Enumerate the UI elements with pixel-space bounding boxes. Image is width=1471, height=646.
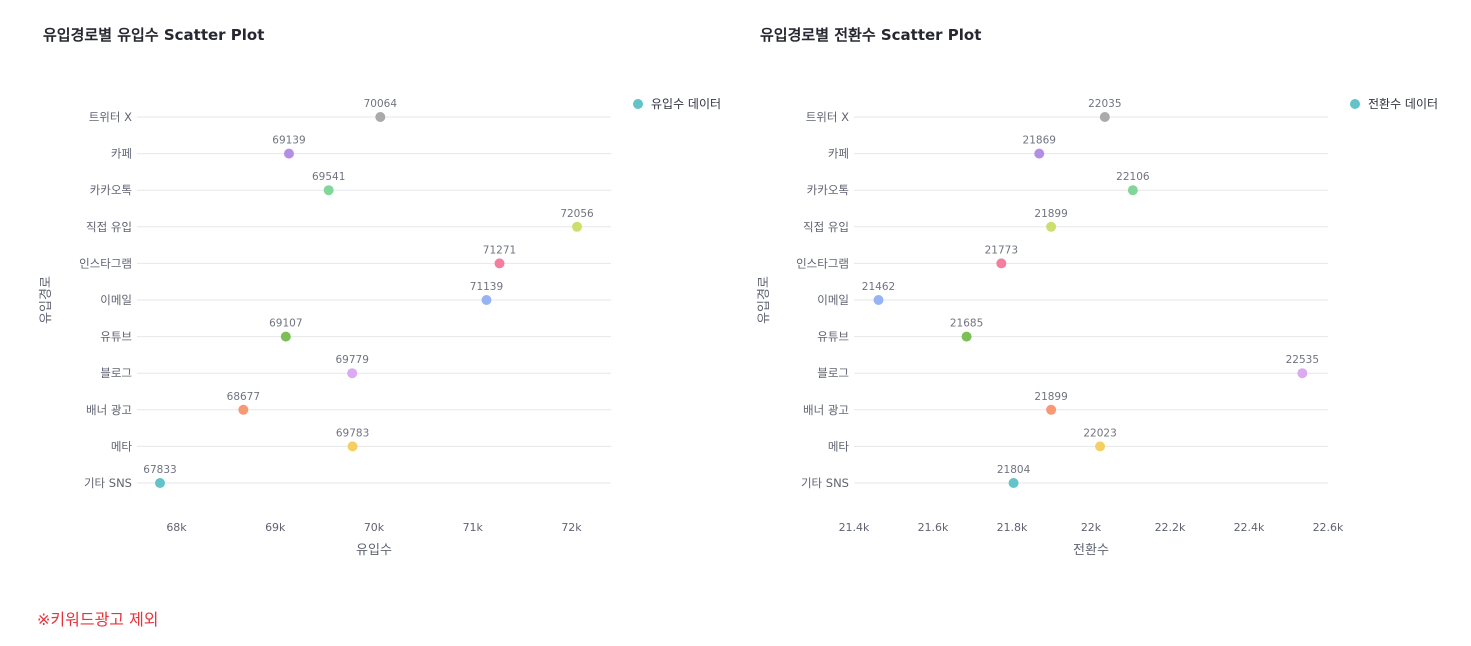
x-tick-label: 22.2k	[1155, 521, 1186, 534]
legend-label: 전환수 데이터	[1368, 97, 1438, 111]
y-tick-label: 이메일	[100, 293, 132, 307]
x-tick-label: 22.6k	[1313, 521, 1344, 534]
data-point[interactable]	[1297, 368, 1308, 379]
chart-title: 유입경로별 유입수 Scatter Plot	[43, 26, 265, 44]
data-label: 21869	[1023, 135, 1056, 147]
data-point[interactable]	[347, 441, 358, 452]
y-tick-label: 유튜브	[817, 330, 849, 344]
data-point[interactable]	[1127, 185, 1138, 196]
y-tick-label: 유튜브	[100, 330, 132, 344]
data-point[interactable]	[1046, 221, 1057, 232]
x-tick-label: 72k	[561, 521, 582, 534]
data-label: 22035	[1088, 98, 1121, 110]
data-point[interactable]	[996, 258, 1007, 269]
y-tick-label: 배너 광고	[803, 403, 849, 417]
footnote: ※키워드광고 제외	[37, 610, 159, 629]
y-axis-title: 유입경로	[757, 276, 772, 324]
data-point[interactable]	[1099, 112, 1110, 122]
y-axis-title: 유입경로	[39, 276, 54, 324]
y-tick-label: 이메일	[817, 293, 849, 307]
data-point[interactable]	[572, 221, 583, 232]
legend-marker	[633, 99, 643, 109]
x-tick-label: 22.4k	[1234, 521, 1265, 534]
y-tick-label: 카페	[828, 147, 849, 161]
y-tick-label: 인스타그램	[796, 256, 849, 270]
y-tick-label: 블로그	[100, 366, 132, 380]
y-tick-label: 카페	[111, 147, 132, 161]
data-point[interactable]	[347, 368, 358, 379]
data-point[interactable]	[375, 112, 386, 122]
y-tick-label: 기타 SNS	[84, 476, 132, 490]
data-point[interactable]	[1008, 478, 1019, 488]
data-label: 70064	[364, 98, 398, 110]
y-tick-label: 인스타그램	[79, 256, 132, 270]
x-tick-label: 21.4k	[839, 521, 870, 534]
data-label: 72056	[560, 208, 594, 220]
y-tick-label: 블로그	[817, 366, 849, 380]
chart-title: 유입경로별 전환수 Scatter Plot	[760, 26, 982, 44]
x-axis-title: 유입수	[356, 543, 392, 558]
data-point[interactable]	[280, 331, 291, 342]
data-point[interactable]	[1095, 441, 1106, 452]
y-tick-label: 메타	[828, 439, 850, 453]
x-tick-label: 21.8k	[997, 521, 1028, 534]
y-tick-label: 기타 SNS	[801, 476, 849, 490]
data-label: 71271	[483, 244, 516, 256]
legend-label: 유입수 데이터	[651, 97, 721, 111]
data-label: 21685	[950, 318, 983, 330]
data-label: 71139	[470, 281, 503, 293]
data-point[interactable]	[283, 148, 294, 159]
data-label: 68677	[227, 391, 260, 403]
y-tick-label: 트위터 X	[89, 110, 132, 124]
data-label: 69783	[336, 427, 369, 439]
x-tick-label: 71k	[463, 521, 484, 534]
data-label: 21899	[1034, 391, 1067, 403]
data-label: 21899	[1034, 208, 1067, 220]
data-label: 69107	[269, 318, 302, 330]
x-tick-label: 21.6k	[918, 521, 949, 534]
y-tick-label: 직접 유입	[803, 220, 849, 234]
y-tick-label: 배너 광고	[86, 403, 132, 417]
data-label: 69541	[312, 171, 345, 183]
data-point[interactable]	[155, 478, 166, 488]
y-tick-label: 트위터 X	[806, 110, 849, 124]
data-point[interactable]	[873, 295, 884, 305]
x-tick-label: 22k	[1081, 521, 1102, 534]
x-tick-label: 68k	[166, 521, 187, 534]
data-label: 21773	[985, 244, 1018, 256]
data-point[interactable]	[238, 404, 249, 415]
data-point[interactable]	[1034, 148, 1045, 159]
data-label: 22535	[1286, 354, 1319, 366]
data-label: 69779	[335, 354, 368, 366]
data-label: 21804	[997, 464, 1031, 476]
data-point[interactable]	[1046, 404, 1057, 415]
data-label: 22023	[1083, 427, 1116, 439]
data-point[interactable]	[961, 331, 972, 342]
data-label: 67833	[143, 464, 176, 476]
data-label: 22106	[1116, 171, 1150, 183]
data-point[interactable]	[481, 295, 492, 305]
data-point[interactable]	[323, 185, 334, 196]
x-axis-title: 전환수	[1073, 543, 1109, 558]
y-tick-label: 직접 유입	[86, 220, 132, 234]
y-tick-label: 메타	[111, 439, 133, 453]
data-point[interactable]	[494, 258, 505, 269]
x-tick-label: 69k	[265, 521, 286, 534]
y-tick-label: 카카오톡	[90, 183, 132, 197]
x-tick-label: 70k	[364, 521, 385, 534]
legend-marker	[1350, 99, 1360, 109]
data-label: 69139	[272, 135, 305, 147]
data-label: 21462	[862, 281, 895, 293]
y-tick-label: 카카오톡	[807, 183, 849, 197]
